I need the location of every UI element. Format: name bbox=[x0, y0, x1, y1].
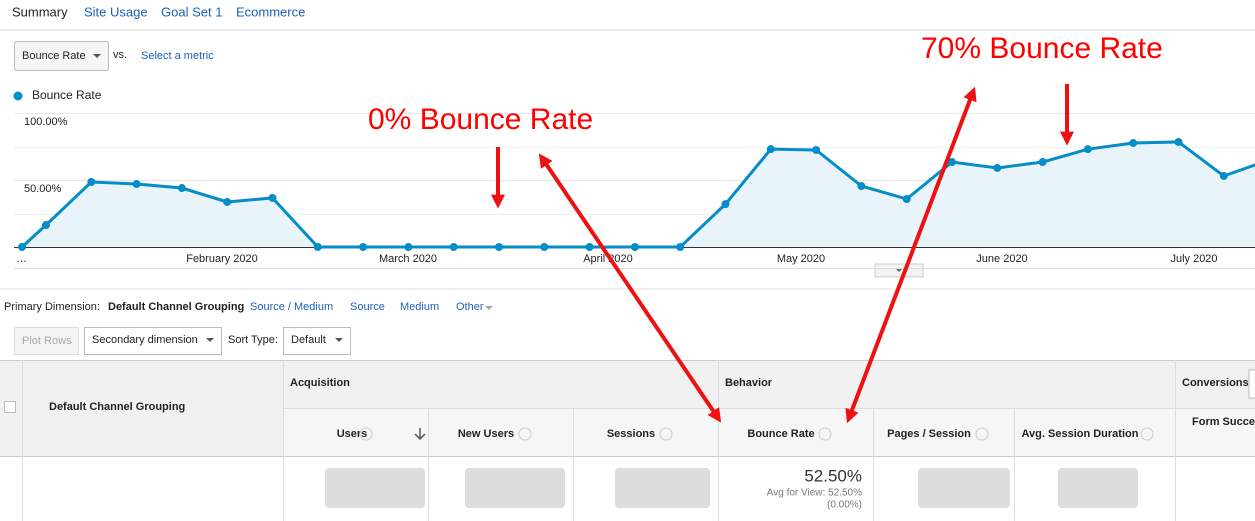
data-point bbox=[540, 243, 549, 251]
data-point bbox=[676, 243, 685, 251]
select-metric-link[interactable]: Select a metric bbox=[141, 50, 214, 62]
x-tick-label: June 2020 bbox=[976, 253, 1027, 265]
total-value: 52.50% bbox=[804, 466, 862, 485]
data-point bbox=[630, 243, 639, 251]
data-point bbox=[449, 243, 458, 251]
data-point bbox=[313, 243, 322, 251]
x-tick-label: July 2020 bbox=[1170, 253, 1217, 265]
tab[interactable]: Summary bbox=[12, 4, 68, 19]
data-point bbox=[766, 145, 775, 154]
data-point bbox=[18, 243, 26, 251]
dropdown-caret bbox=[93, 54, 101, 58]
help-icon bbox=[975, 427, 989, 441]
data-point bbox=[1038, 158, 1047, 167]
plot-rows-button[interactable] bbox=[14, 327, 79, 355]
data-point bbox=[721, 200, 730, 209]
data-point bbox=[42, 221, 50, 230]
sort-value: Default bbox=[291, 334, 326, 346]
dropdown-caret bbox=[335, 338, 343, 342]
legend-label[interactable]: Bounce Rate bbox=[32, 88, 102, 102]
data-point bbox=[1129, 139, 1138, 148]
column-header[interactable]: Users bbox=[337, 428, 368, 440]
data-point bbox=[585, 243, 594, 251]
group-header: Acquisition bbox=[290, 377, 350, 389]
dropdown-caret bbox=[206, 338, 214, 342]
column-header[interactable]: New Users bbox=[458, 428, 514, 440]
data-point bbox=[857, 182, 866, 191]
plot-rows-label: Plot Rows bbox=[22, 335, 72, 347]
help-icon bbox=[659, 427, 673, 441]
secondary-dimension-label: Secondary dimension bbox=[92, 334, 198, 346]
column-header[interactable]: Form Succes bbox=[1192, 416, 1255, 428]
total-avg: Avg for View: 52.50% bbox=[767, 488, 862, 499]
data-point bbox=[404, 243, 413, 251]
help-icon bbox=[1140, 427, 1154, 441]
y-tick-label: 100.00% bbox=[24, 116, 68, 128]
annotation-arrow bbox=[845, 86, 977, 424]
column-header[interactable]: Bounce Rate bbox=[747, 428, 814, 440]
x-tick-label: … bbox=[16, 253, 27, 265]
tab[interactable]: Ecommerce bbox=[236, 4, 305, 19]
data-point bbox=[495, 243, 503, 251]
total-change: (0.00%) bbox=[827, 500, 862, 511]
data-point bbox=[223, 197, 232, 206]
other-caret bbox=[485, 306, 493, 310]
dimension-option[interactable]: Other bbox=[456, 301, 484, 313]
column-header: Default Channel Grouping bbox=[49, 401, 185, 413]
column-header[interactable]: Avg. Session Duration bbox=[1022, 428, 1139, 440]
data-point bbox=[132, 180, 141, 189]
help-icon bbox=[818, 427, 832, 441]
sort-dropdown[interactable] bbox=[283, 327, 351, 355]
annotation-arrow bbox=[538, 153, 722, 423]
dimension-option[interactable]: Source / Medium bbox=[250, 301, 333, 313]
sort-type-label: Sort Type: bbox=[228, 334, 278, 346]
data-point bbox=[812, 145, 821, 154]
group-header: Behavior bbox=[725, 377, 773, 389]
data-point bbox=[87, 178, 96, 187]
primary-dimension-label: Primary Dimension: bbox=[4, 301, 100, 313]
y-tick-label: 50.00% bbox=[24, 183, 62, 195]
data-point bbox=[268, 193, 277, 202]
group-header: Conversions bbox=[1182, 377, 1249, 389]
data-point bbox=[1083, 145, 1092, 154]
dimension-option[interactable]: Source bbox=[350, 301, 385, 313]
help-icon bbox=[359, 427, 373, 441]
data-point bbox=[1174, 137, 1183, 146]
annotation: 70% Bounce Rate bbox=[921, 32, 1163, 65]
dimension-option[interactable]: Medium bbox=[400, 301, 439, 313]
data-point bbox=[359, 243, 368, 251]
metric-dropdown[interactable] bbox=[14, 41, 109, 71]
tab[interactable]: Goal Set 1 bbox=[161, 4, 222, 19]
annotation: 0% Bounce Rate bbox=[368, 103, 593, 136]
column-header[interactable]: Sessions bbox=[607, 428, 655, 440]
secondary-dimension-dropdown[interactable] bbox=[84, 327, 222, 355]
primary-dimension-selected: Default Channel Grouping bbox=[108, 301, 244, 313]
column-header[interactable]: Pages / Session bbox=[887, 428, 971, 440]
data-point bbox=[902, 195, 911, 204]
metric-selected: Bounce Rate bbox=[22, 50, 86, 62]
vs-label: vs. bbox=[113, 49, 127, 61]
x-tick-label: March 2020 bbox=[379, 253, 437, 265]
x-tick-label: February 2020 bbox=[186, 253, 258, 265]
blurred-values bbox=[325, 468, 1138, 508]
data-point bbox=[177, 184, 186, 193]
help-icon bbox=[518, 427, 532, 441]
tab[interactable]: Site Usage bbox=[84, 4, 148, 19]
legend-dot bbox=[13, 91, 23, 101]
data-point bbox=[1219, 171, 1228, 180]
x-tick-label: May 2020 bbox=[777, 253, 825, 265]
data-point bbox=[993, 163, 1002, 172]
